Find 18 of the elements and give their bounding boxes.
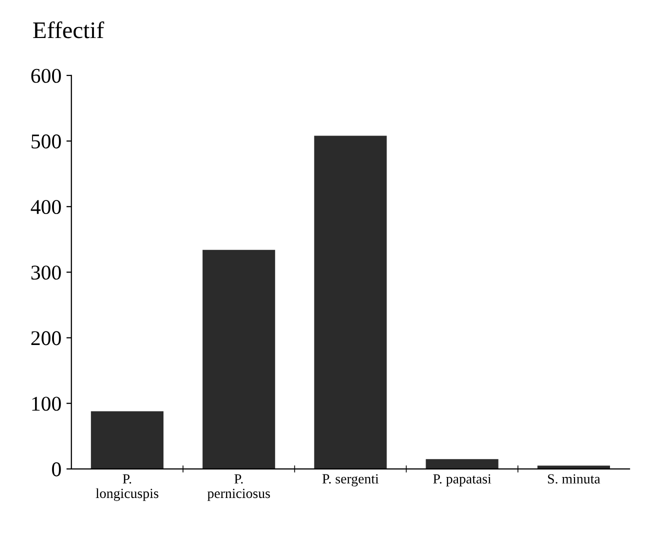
bar [537,466,610,469]
bar [426,459,498,469]
x-tick-label: P. papatasi [433,474,492,486]
bar [202,250,276,469]
y-tick-label: 100 [32,396,61,411]
y-tick-label: 600 [31,68,61,83]
x-tick-label: S. minuta [548,474,600,484]
y-tick-label: 0 [52,462,61,476]
x-tick-label: P. longicuspis [96,474,158,501]
bar [314,136,387,469]
y-tick-label: 300 [31,266,61,280]
bar [90,411,164,469]
x-tick-label: P. perniciosus [207,474,270,501]
y-axis-title: Effectif [33,21,104,38]
y-tick-label: 400 [30,200,61,214]
y-tick-label: 500 [32,134,61,148]
x-tick-label: P. sergenti [322,474,379,486]
y-tick-label: 200 [31,331,61,346]
